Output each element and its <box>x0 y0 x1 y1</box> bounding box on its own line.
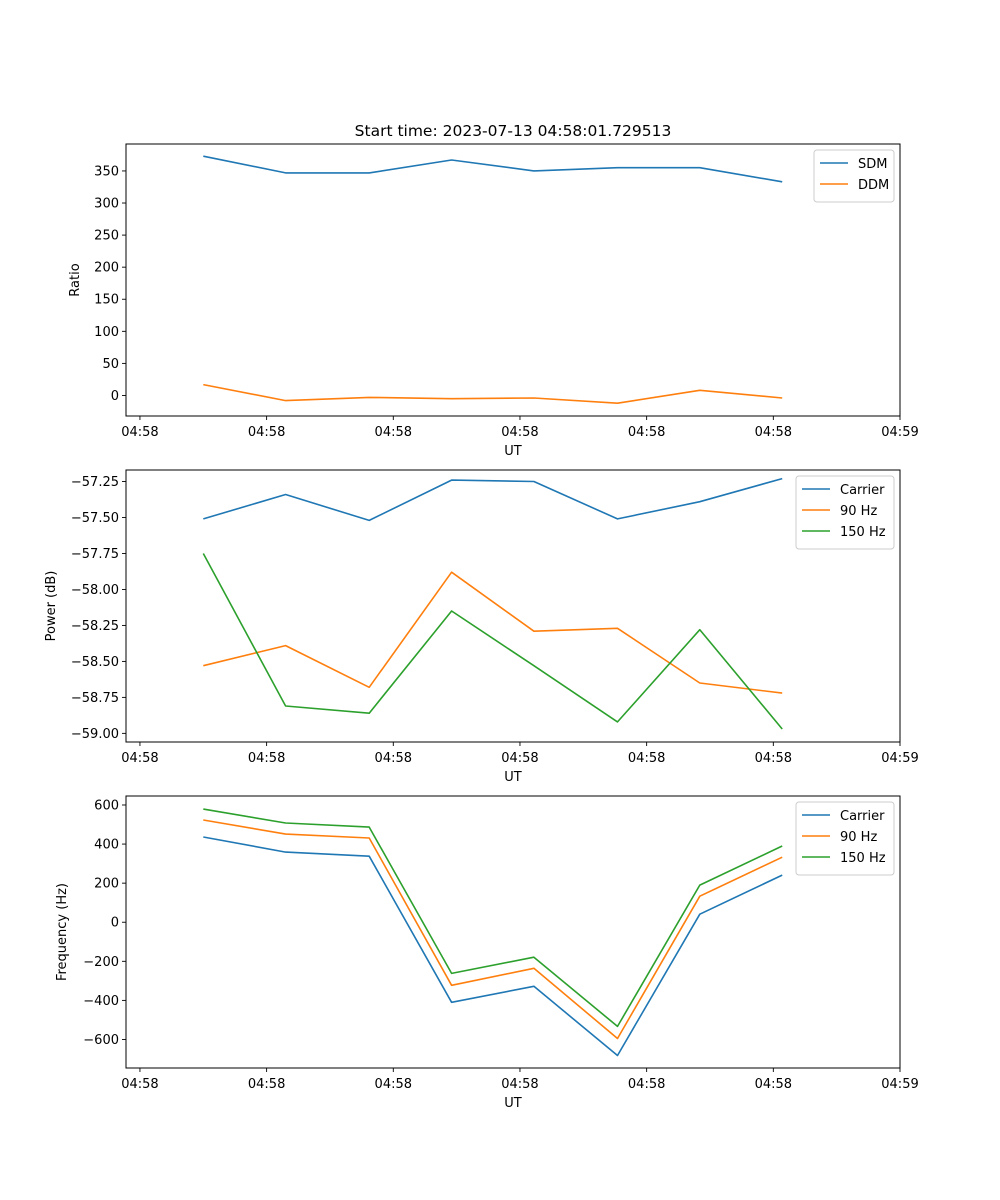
x-tick-label: 04:58 <box>628 751 665 766</box>
x-tick-label: 04:58 <box>755 751 792 766</box>
legend-label: SDM <box>858 157 887 172</box>
legend-label: 150 Hz <box>840 525 886 540</box>
legend: Carrier 90 Hz 150 Hz <box>795 801 895 876</box>
y-axis-label: Ratio <box>68 263 83 296</box>
y-tick-label: −58.75 <box>71 691 119 706</box>
y-tick-label: 200 <box>94 261 119 276</box>
y-tick-label: −57.75 <box>71 547 119 562</box>
legend-label: Carrier <box>840 809 885 824</box>
x-tick-label: 04:58 <box>248 751 285 766</box>
series-line-150-hz <box>202 553 783 730</box>
series-line-90-hz <box>203 571 783 694</box>
axes-frame <box>125 143 901 417</box>
axes-frame <box>125 469 901 743</box>
x-tick-label: 04:58 <box>375 751 412 766</box>
y-tick-label: −57.50 <box>71 511 119 526</box>
x-tick-label: 04:59 <box>881 425 918 440</box>
x-tick-label: 04:58 <box>375 425 412 440</box>
y-tick-label: 350 <box>94 164 119 179</box>
y-tick-label: −400 <box>83 994 119 1009</box>
x-tick-label: 04:58 <box>121 1077 158 1092</box>
x-tick-label: 04:59 <box>881 1077 918 1092</box>
x-tick-label: 04:58 <box>501 1077 538 1092</box>
y-tick-label: 0 <box>111 389 119 404</box>
chart-title: Start time: 2023-07-13 04:58:01.729513 <box>355 122 672 140</box>
series-line-carrier <box>203 836 783 1057</box>
y-tick-label: −57.25 <box>71 475 119 490</box>
y-axis-label: Power (dB) <box>44 571 59 642</box>
series-line-150-hz <box>203 808 783 1028</box>
legend: SDM DDM <box>813 149 895 203</box>
x-tick-label: 04:58 <box>248 1077 285 1092</box>
x-tick-label: 04:58 <box>755 1077 792 1092</box>
y-tick-label: −600 <box>83 1033 119 1048</box>
y-tick-label: −200 <box>83 955 119 970</box>
subplot-1: 04:58 04:58 04:58 04:58 04:58 04:58 04:59 0 50 10… <box>68 122 919 459</box>
legend-label: 90 Hz <box>840 504 877 519</box>
x-tick-label: 04:58 <box>628 1077 665 1092</box>
x-tick-label: 04:58 <box>755 425 792 440</box>
x-tick-label: 04:58 <box>501 425 538 440</box>
x-tick-label: 04:58 <box>375 1077 412 1092</box>
x-tick-label: 04:59 <box>881 751 918 766</box>
y-tick-label: 0 <box>111 916 119 931</box>
y-axis-label: Frequency (Hz) <box>55 883 70 981</box>
subplot-3: 04:58 04:58 04:58 04:58 04:58 04:58 04:59 −600 −… <box>55 795 919 1111</box>
x-tick-label: 04:58 <box>501 751 538 766</box>
y-tick-label: 150 <box>94 293 119 308</box>
series-line-ddm <box>203 383 783 405</box>
series-line-90-hz <box>203 819 783 1040</box>
y-tick-label: 50 <box>102 357 119 372</box>
y-tick-label: 400 <box>94 838 119 853</box>
x-axis-label: UT <box>504 1096 522 1111</box>
axes-frame <box>125 795 901 1069</box>
x-tick-label: 04:58 <box>248 425 285 440</box>
y-tick-label: 600 <box>94 798 119 813</box>
y-tick-label: −58.50 <box>71 655 119 670</box>
y-tick-label: 100 <box>94 325 119 340</box>
y-tick-label: −58.25 <box>71 619 119 634</box>
x-tick-label: 04:58 <box>628 425 665 440</box>
y-tick-label: 200 <box>94 877 119 892</box>
legend-label: 90 Hz <box>840 830 877 845</box>
legend-label: 150 Hz <box>840 851 886 866</box>
subplot-2: 04:58 04:58 04:58 04:58 04:58 04:58 04:59 −59.0… <box>44 469 919 785</box>
legend-label: Carrier <box>840 483 885 498</box>
y-tick-label: 300 <box>94 197 119 212</box>
x-tick-label: 04:58 <box>121 425 158 440</box>
y-tick-label: −59.00 <box>71 727 119 742</box>
legend-label: DDM <box>858 178 889 193</box>
x-axis-label: UT <box>504 770 522 785</box>
x-tick-label: 04:58 <box>121 751 158 766</box>
series-line-carrier <box>203 477 783 522</box>
y-tick-label: −58.00 <box>71 583 119 598</box>
y-tick-label: 250 <box>94 229 119 244</box>
x-axis-label: UT <box>504 444 522 459</box>
series-line-sdm <box>203 155 783 183</box>
legend: Carrier 90 Hz 150 Hz <box>795 475 895 550</box>
